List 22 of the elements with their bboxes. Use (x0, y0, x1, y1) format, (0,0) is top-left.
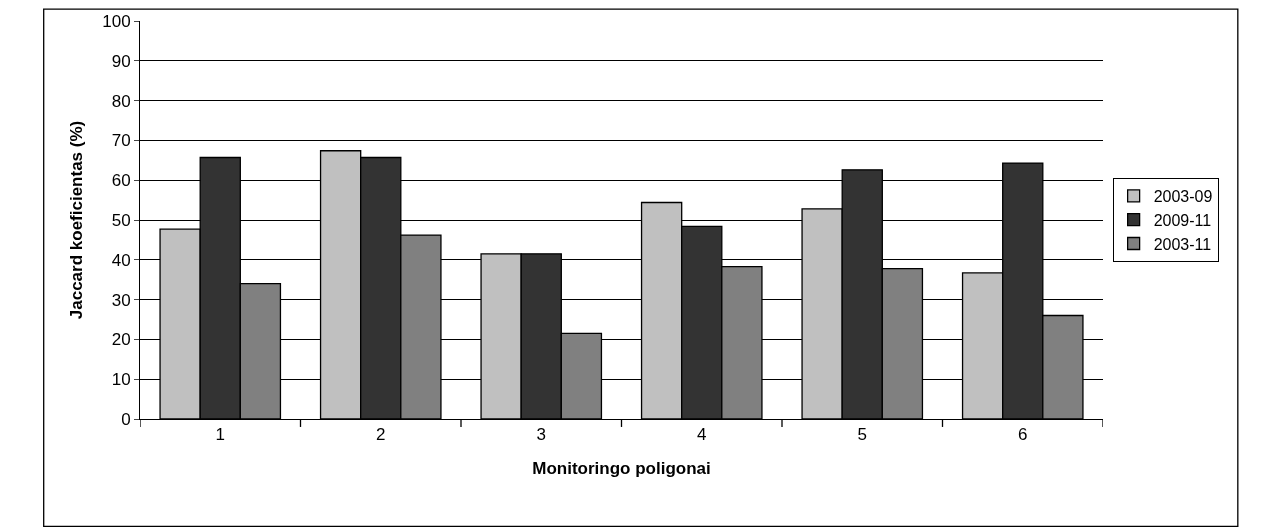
y-tick-label: 70 (111, 131, 131, 151)
x-tick-label: 4 (697, 425, 707, 445)
x-tick-label: 3 (536, 425, 546, 445)
legend-label: 2003-11 (1153, 235, 1212, 253)
x-axis-title: Monitoringo poligonai (532, 458, 711, 478)
y-tick-label: 60 (111, 171, 131, 191)
y-tick-label: 90 (111, 51, 131, 71)
y-tick-label: 80 (111, 91, 131, 111)
y-tick-label: 50 (111, 210, 131, 230)
y-tick-label: 30 (111, 290, 131, 310)
legend-label: 2003-09 (1153, 188, 1213, 206)
x-tick-label: 6 (1018, 425, 1028, 445)
y-tick-label: 40 (111, 250, 131, 270)
y-tick-label: 100 (102, 11, 131, 31)
x-tick-label: 1 (215, 425, 225, 445)
y-axis-title: Jaccard koeficientas (%) (66, 120, 86, 320)
y-tick-label: 10 (111, 370, 131, 390)
x-tick-label: 5 (857, 425, 867, 445)
y-tick-label: 20 (111, 330, 131, 350)
x-tick-label: 2 (376, 425, 386, 445)
legend-label: 2009-11 (1153, 211, 1212, 229)
y-tick-label: 0 (121, 409, 131, 429)
